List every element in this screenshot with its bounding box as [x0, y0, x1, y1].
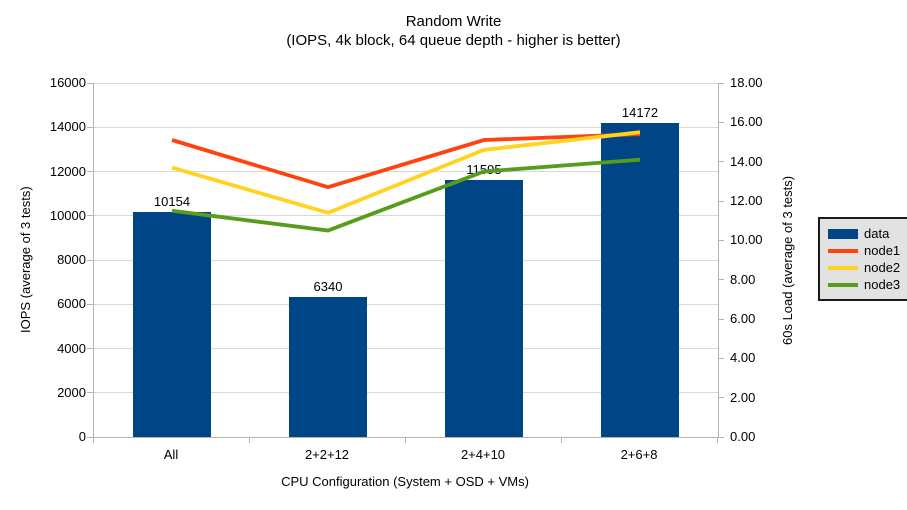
right-axis-tick [718, 279, 724, 281]
right-axis-tick [718, 82, 724, 84]
left-axis-tick [87, 436, 93, 438]
right-axis-tick-label: 6.00 [730, 311, 756, 326]
x-axis-tick [248, 437, 250, 443]
chart-title: Random Write [405, 13, 502, 30]
right-axis-tick [718, 121, 724, 123]
bar-value-label: 14172 [621, 105, 659, 121]
line-node1 [171, 132, 641, 190]
left-axis-tick [87, 348, 93, 349]
right-axis-tick-label: 0.00 [730, 429, 756, 444]
legend-label: node2 [864, 260, 901, 275]
right-axis-tick-label: 14.00 [730, 153, 763, 169]
bar [601, 123, 679, 437]
legend-bar-swatch [828, 228, 858, 239]
chart-subtitle: (IOPS, 4k block, 64 queue depth - higher… [286, 32, 621, 49]
left-axis-tick [87, 82, 93, 84]
legend-item-node2: node2 [828, 259, 900, 276]
left-axis-tick-label: 0 [78, 429, 86, 444]
line-series-layer [171, 130, 641, 233]
legend-label: node3 [864, 277, 901, 292]
left-axis-title: IOPS (average of 3 tests) [18, 186, 33, 334]
gridline [94, 126, 718, 128]
left-axis-tick-label: 10000 [49, 207, 86, 223]
legend-line-swatch [828, 265, 858, 270]
legend: data node1 node2 node3 [818, 217, 907, 301]
left-axis-tick [87, 259, 93, 261]
gridline [94, 171, 718, 172]
gridline [94, 392, 718, 394]
bar [289, 296, 367, 437]
legend-item-node1: node1 [828, 242, 900, 259]
x-tick-label: 2+2+12 [304, 447, 350, 462]
x-tick-label: 2+6+8 [620, 447, 658, 462]
right-axis-tick-label: 10.00 [730, 232, 763, 248]
plot-area: 10154 6340 11595 14172 [93, 82, 719, 438]
x-axis-tick [92, 437, 94, 443]
x-axis-title: CPU Configuration (System + OSD + VMs) [281, 474, 529, 489]
left-axis-tick [87, 215, 93, 217]
legend-line-swatch [828, 248, 858, 253]
right-axis-tick-label: 16.00 [730, 114, 763, 130]
right-axis-tick [718, 318, 724, 320]
left-axis-tick-label: 6000 [57, 296, 86, 312]
left-axis-tick [87, 392, 93, 394]
x-tick-label: 2+4+10 [460, 447, 506, 462]
left-axis-tick [87, 303, 93, 305]
gridline [94, 348, 718, 349]
right-axis-title: 60s Load (average of 3 tests) [780, 175, 795, 345]
right-axis-tick [718, 357, 724, 359]
left-axis-tick [87, 126, 93, 128]
left-axis-tick-label: 4000 [57, 340, 86, 356]
left-axis-tick-label: 16000 [49, 75, 86, 90]
right-axis-tick-label: 4.00 [730, 350, 756, 366]
right-axis-tick [718, 239, 724, 241]
legend-item-data: data [828, 225, 900, 242]
gridline [94, 82, 718, 84]
x-tick-label: All [163, 447, 179, 462]
gridline [94, 259, 718, 261]
right-axis-tick [718, 397, 724, 399]
bar [445, 180, 523, 437]
right-axis-tick [718, 200, 724, 202]
right-axis-tick [718, 161, 724, 163]
bar-value-label: 10154 [153, 194, 191, 210]
legend-label: data [864, 226, 890, 241]
right-axis-tick [718, 436, 724, 438]
gridline [94, 215, 718, 217]
legend-item-node3: node3 [828, 276, 900, 293]
bar-value-label: 6340 [313, 278, 343, 294]
x-axis-tick [404, 437, 406, 443]
line-node3 [171, 157, 641, 233]
left-axis-tick-label: 2000 [57, 384, 86, 400]
left-axis-tick [87, 171, 93, 172]
line-node2 [171, 130, 641, 215]
gridline [94, 303, 718, 305]
chart-title-block: Random Write (IOPS, 4k block, 64 queue d… [0, 12, 907, 50]
x-axis-tick [560, 437, 562, 443]
right-axis-tick-label: 2.00 [730, 389, 756, 405]
left-axis-tick-label: 12000 [49, 163, 86, 179]
left-axis-tick-label: 8000 [57, 252, 86, 267]
right-axis-tick-label: 8.00 [730, 271, 756, 287]
right-axis-tick-label: 12.00 [730, 193, 763, 208]
left-axis-tick-label: 14000 [49, 119, 86, 135]
legend-label: node1 [864, 243, 901, 258]
right-axis-tick-label: 18.00 [730, 75, 763, 90]
bar [133, 212, 211, 437]
x-axis-tick [716, 437, 718, 443]
legend-line-swatch [828, 282, 858, 287]
